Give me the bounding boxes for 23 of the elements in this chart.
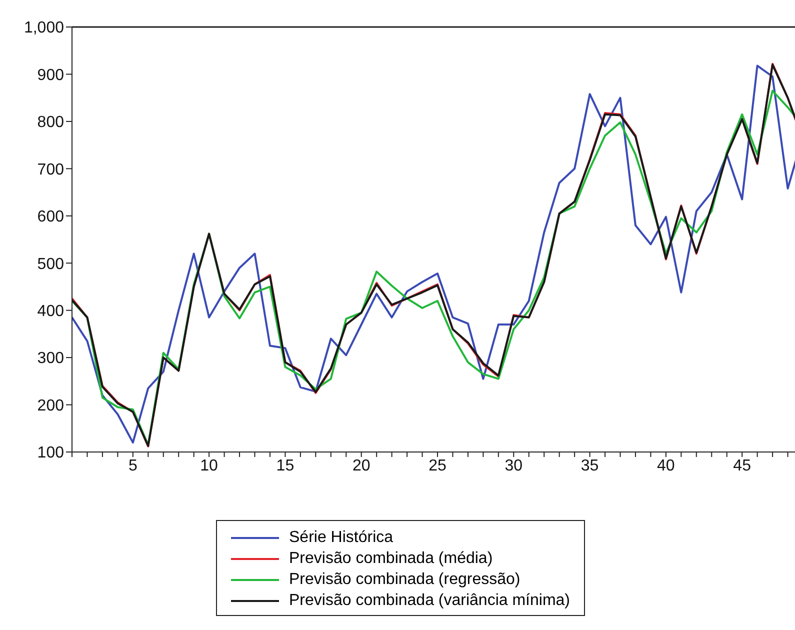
x-tick-label: 20 (352, 457, 370, 474)
y-tick-label: 300 (37, 350, 64, 368)
y-tick-label: 1,000 (24, 20, 64, 37)
legend-label: Previsão combinada (regressão) (289, 570, 520, 590)
x-tick-label: 45 (733, 457, 752, 474)
x-tick-label: 40 (657, 457, 675, 474)
x-tick-label: 25 (428, 457, 446, 474)
y-tick-label: 500 (37, 256, 64, 273)
legend-label: Série Histórica (289, 528, 394, 548)
y-tick-label: 600 (37, 208, 64, 226)
y-tick-label: 700 (37, 161, 64, 178)
y-tick-label: 100 (37, 444, 64, 462)
y-tick-label: 800 (37, 114, 64, 132)
y-tick-label: 900 (37, 66, 64, 84)
y-tick-label: 400 (37, 303, 64, 320)
legend-label: Previsão combinada (média) (289, 549, 493, 569)
x-tick-label: 15 (276, 457, 294, 474)
y-tick-label: 200 (37, 397, 64, 414)
x-tick-label: 35 (580, 457, 599, 474)
x-tick-label: 5 (128, 457, 138, 474)
legend-label: Previsão combinada (variância mínima) (289, 591, 570, 611)
x-tick-label: 30 (504, 457, 523, 474)
x-tick-label: 10 (200, 457, 218, 474)
